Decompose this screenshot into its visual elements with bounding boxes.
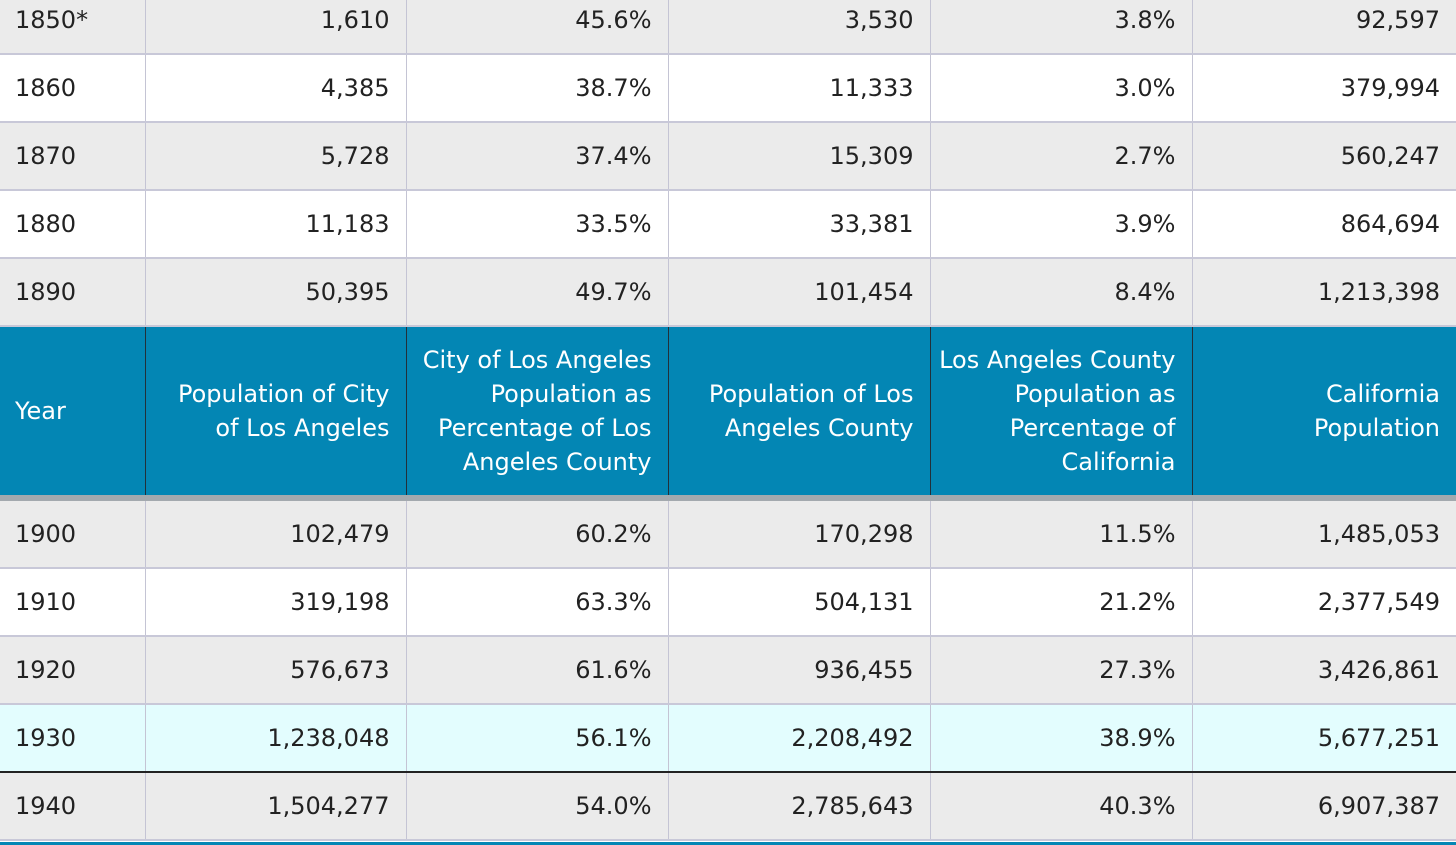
county-percent-cell: 3.0% xyxy=(929,54,1192,123)
california-population-cell: 560,247 xyxy=(1191,122,1456,191)
table-row: 1890 50,395 49.7% 101,454 8.4% 1,213,398 xyxy=(0,258,1456,327)
table-row-highlighted: 1930 1,238,048 56.1% 2,208,492 38.9% 5,677,25… xyxy=(0,703,1456,773)
county-population-cell: 33,381 xyxy=(667,190,930,259)
county-population-cell: 101,454 xyxy=(667,258,930,327)
city-percent-cell: 38.7% xyxy=(405,54,668,123)
header-county-population[interactable]: Population of Los Angeles County xyxy=(667,326,930,501)
county-population-cell: 3,530 xyxy=(667,0,930,55)
county-population-cell: 170,298 xyxy=(667,498,930,569)
city-percent-cell: 54.0% xyxy=(405,772,668,841)
california-population-cell: 6,907,387 xyxy=(1191,772,1456,841)
city-population-cell: 4,385 xyxy=(144,54,406,123)
city-percent-cell: 49.7% xyxy=(405,258,668,327)
county-percent-cell: 3.9% xyxy=(929,190,1192,259)
year-cell: 1910 xyxy=(0,568,145,637)
city-population-cell: 5,728 xyxy=(144,122,406,191)
california-population-cell: 5,677,251 xyxy=(1191,703,1456,773)
city-population-cell: 102,479 xyxy=(144,498,406,569)
california-population-cell: 1,485,053 xyxy=(1191,498,1456,569)
county-population-cell: 11,333 xyxy=(667,54,930,123)
table-body-bottom: 1900 102,479 60.2% 170,298 11.5% 1,485,053 191… xyxy=(0,498,1456,841)
city-population-cell: 576,673 xyxy=(144,636,406,705)
county-percent-cell: 27.3% xyxy=(929,636,1192,705)
california-population-cell: 1,213,398 xyxy=(1191,258,1456,327)
table-header-repeat: Year Population of City of Los Angeles C… xyxy=(0,326,1456,501)
county-population-cell: 936,455 xyxy=(667,636,930,705)
city-percent-cell: 45.6% xyxy=(405,0,668,55)
year-cell: 1890 xyxy=(0,258,145,327)
city-population-cell: 319,198 xyxy=(144,568,406,637)
header-california-population[interactable]: California Population xyxy=(1191,326,1456,501)
table-row: 1870 5,728 37.4% 15,309 2.7% 560,247 xyxy=(0,122,1456,191)
header-year[interactable]: Year xyxy=(0,326,145,501)
year-cell: 1880 xyxy=(0,190,145,259)
city-percent-cell: 60.2% xyxy=(405,498,668,569)
next-header-edge xyxy=(0,842,1456,845)
california-population-cell: 3,426,861 xyxy=(1191,636,1456,705)
county-percent-cell: 11.5% xyxy=(929,498,1192,569)
city-percent-cell: 33.5% xyxy=(405,190,668,259)
county-population-cell: 2,208,492 xyxy=(667,703,930,773)
year-cell: 1930 xyxy=(0,703,145,773)
county-percent-cell: 40.3% xyxy=(929,772,1192,841)
table-body-top: 1850* 1,610 45.6% 3,530 3.8% 92,597 1860 4,385 3… xyxy=(0,0,1456,327)
county-percent-cell: 38.9% xyxy=(929,703,1192,773)
year-cell: 1940 xyxy=(0,772,145,841)
county-percent-cell: 2.7% xyxy=(929,122,1192,191)
county-population-cell: 504,131 xyxy=(667,568,930,637)
header-city-percent-of-county[interactable]: City of Los Angeles Population as Percen… xyxy=(405,326,668,501)
california-population-cell: 92,597 xyxy=(1191,0,1456,55)
year-cell: 1870 xyxy=(0,122,145,191)
city-percent-cell: 37.4% xyxy=(405,122,668,191)
county-population-cell: 2,785,643 xyxy=(667,772,930,841)
city-percent-cell: 63.3% xyxy=(405,568,668,637)
header-city-population[interactable]: Population of City of Los Angeles xyxy=(144,326,406,501)
year-cell: 1850* xyxy=(0,0,145,55)
header-row: Year Population of City of Los Angeles C… xyxy=(0,326,1456,501)
year-cell: 1920 xyxy=(0,636,145,705)
year-cell: 1900 xyxy=(0,498,145,569)
california-population-cell: 2,377,549 xyxy=(1191,568,1456,637)
city-population-cell: 1,504,277 xyxy=(144,772,406,841)
header-county-percent-of-california[interactable]: Los Angeles County Population as Percent… xyxy=(929,326,1192,501)
city-percent-cell: 56.1% xyxy=(405,703,668,773)
year-cell: 1860 xyxy=(0,54,145,123)
city-population-cell: 50,395 xyxy=(144,258,406,327)
city-population-cell: 11,183 xyxy=(144,190,406,259)
county-percent-cell: 3.8% xyxy=(929,0,1192,55)
table-row: 1900 102,479 60.2% 170,298 11.5% 1,485,053 xyxy=(0,498,1456,569)
county-percent-cell: 8.4% xyxy=(929,258,1192,327)
city-percent-cell: 61.6% xyxy=(405,636,668,705)
county-population-cell: 15,309 xyxy=(667,122,930,191)
table-row: 1920 576,673 61.6% 936,455 27.3% 3,426,861 xyxy=(0,636,1456,705)
table-row: 1910 319,198 63.3% 504,131 21.2% 2,377,549 xyxy=(0,568,1456,637)
table-row: 1850* 1,610 45.6% 3,530 3.8% 92,597 xyxy=(0,0,1456,55)
california-population-cell: 864,694 xyxy=(1191,190,1456,259)
county-percent-cell: 21.2% xyxy=(929,568,1192,637)
table-row: 1860 4,385 38.7% 11,333 3.0% 379,994 xyxy=(0,54,1456,123)
table-row: 1880 11,183 33.5% 33,381 3.9% 864,694 xyxy=(0,190,1456,259)
table-row: 1940 1,504,277 54.0% 2,785,643 40.3% 6,907,38… xyxy=(0,772,1456,841)
california-population-cell: 379,994 xyxy=(1191,54,1456,123)
city-population-cell: 1,610 xyxy=(144,0,406,55)
city-population-cell: 1,238,048 xyxy=(144,703,406,773)
